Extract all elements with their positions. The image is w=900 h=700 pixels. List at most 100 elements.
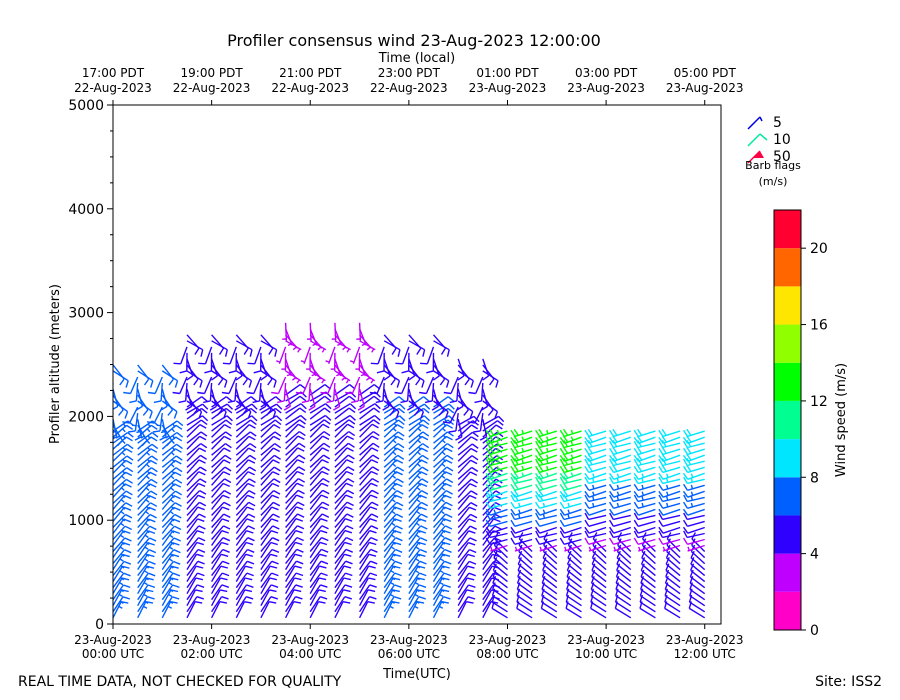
wind-barb [235,525,255,540]
barb-staff [457,530,470,546]
barb-half-feather [390,570,395,574]
wind-barb [161,589,179,607]
barb-feather [444,548,452,553]
wind-barb [383,454,405,468]
wind-barb [260,553,278,570]
barb-feather [587,464,593,472]
barb-staff [161,518,174,534]
wind-barb [253,352,262,374]
wind-barb [432,471,453,486]
wind-barb [420,346,435,365]
barb-staff [235,466,250,480]
barb-staff [113,589,123,607]
wind-barb [432,447,453,462]
wind-barb [285,584,303,601]
barb-half-feather [345,379,350,384]
barb-staff [161,561,174,577]
barb-staff [588,538,607,545]
barb-half-feather [119,534,125,539]
barb-staff [186,549,199,565]
barb-half-feather [496,441,500,446]
barb-staff [161,596,173,613]
wind-barb [383,447,404,462]
wind-barb [383,471,403,486]
barb-half-feather [564,546,567,551]
barb-half-feather [120,565,125,569]
barb-feather [559,440,565,448]
barb-staff [433,396,449,408]
barb-feather [148,560,156,565]
barb-feather [420,525,428,530]
wind-barb [510,512,533,521]
barb-feather [469,548,477,554]
wind-barb [432,459,453,474]
barb-feather [396,489,404,495]
barb-feather [538,453,544,461]
barb-staff [211,483,224,498]
barb-staff [539,514,557,521]
barb-feather [118,409,124,416]
barb-feather [235,375,243,381]
barb-feather [445,489,453,495]
barb-feather [347,466,355,472]
barb-staff [490,508,508,516]
barb-staff [457,471,471,486]
barb-staff [334,577,345,595]
wind-barb [309,572,328,589]
barb-feather [320,506,328,511]
barb-staff [359,482,372,498]
barb-staff [482,455,498,468]
barb-feather [322,423,330,429]
wind-barb [584,494,607,503]
barb-feather [198,362,206,365]
barb-feather [472,431,479,438]
barb-staff [113,455,128,468]
barb-staff [211,560,224,577]
barb-half-feather [546,429,549,435]
barb-feather [633,519,639,527]
barb-half-feather [443,422,447,427]
wind-barb [211,548,230,565]
wind-barb [432,548,452,565]
barb-staff [285,506,297,522]
barb-feather [150,478,158,484]
wind-barb [285,459,305,474]
barb-feather [431,405,439,411]
barb-feather [559,519,565,527]
barb-half-feather [416,553,421,557]
wind-barb [658,490,681,498]
wind-barb [186,447,207,462]
barb-staff [489,520,508,527]
barb-feather [147,530,156,535]
barb-staff [260,584,272,601]
barb-staff [358,577,369,595]
barb-feather [421,435,429,441]
barb-half-feather [592,496,595,501]
barb-staff [662,472,681,480]
wind-barb [160,388,168,411]
barb-feather [609,537,614,545]
barb-staff [567,557,582,571]
barb-staff [482,542,494,558]
wind-barb [260,596,279,613]
wind-barb [658,472,681,480]
barb-staff [457,601,467,619]
wind-barb [137,577,154,595]
wind-barb [383,459,404,474]
barb-feather [200,431,208,437]
barb-feather [225,419,233,426]
barb-feather [295,584,303,588]
wind-barb [161,424,183,438]
barb-staff [457,584,470,601]
barb-feather [510,512,516,520]
barb-feather [658,519,664,527]
wind-barb [260,482,280,498]
barb-staff [159,413,163,431]
barb-staff [309,334,323,349]
barb-staff [309,537,323,552]
barb-feather [199,478,207,484]
wind-barb [306,352,311,371]
barb-staff [134,413,139,431]
barb-feather [471,443,479,449]
barb-staff [309,471,323,486]
